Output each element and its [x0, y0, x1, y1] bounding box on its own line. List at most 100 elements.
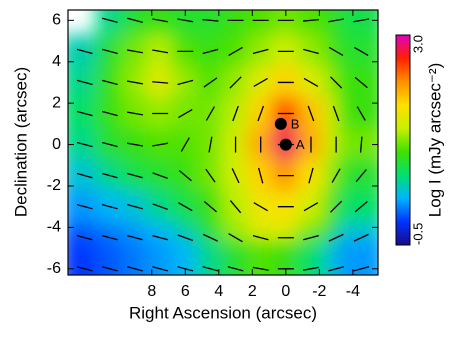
polarization-vector [359, 136, 363, 153]
polarization-vector [127, 172, 143, 179]
polarization-vector [258, 167, 264, 184]
x-tick-label: 6 [181, 283, 190, 300]
y-tick-label: -2 [47, 177, 61, 194]
polarization-vector [353, 18, 370, 23]
polarization-vector [202, 48, 219, 55]
polarization-vector [328, 233, 344, 242]
polarization-vector [257, 105, 265, 122]
polarization-vector [203, 77, 218, 88]
polarization-vector [178, 169, 192, 182]
polarization-vector [127, 80, 144, 85]
source-marker [274, 117, 287, 130]
polarization-vector [76, 172, 93, 179]
polarization-vector [228, 233, 243, 243]
source-label: B [291, 116, 300, 131]
y-tick-label: 4 [52, 53, 61, 70]
overlay: 8 6 4 2 0 -2 -4 6 4 2 0 -2 -4 -6 AB -0.5 3.0 [47, 9, 425, 300]
polarization-vector [231, 168, 240, 184]
y-tick-label: -4 [47, 219, 61, 236]
polarization-vector [101, 48, 118, 55]
source-marker [279, 138, 292, 151]
polarization-vector [101, 235, 118, 241]
polarization-vector [203, 201, 217, 213]
colorbar-tick-label: -0.5 [410, 223, 425, 245]
x-tick-label: 2 [248, 283, 257, 300]
polarization-vector [353, 46, 369, 56]
polarization-vector [127, 203, 143, 210]
polarization-vector [355, 169, 367, 183]
polarization-vector [76, 110, 93, 117]
polarization-vector [228, 46, 243, 56]
polarization-vector [76, 79, 93, 86]
polarization-vector [177, 18, 194, 23]
polarization-vector [101, 17, 118, 24]
polarization-vector [101, 203, 118, 210]
x-tick-label: -4 [346, 283, 360, 300]
polarization-vector [127, 142, 144, 147]
polarization-vector [101, 110, 118, 117]
polarization-vector [303, 48, 319, 55]
polarization-vector [354, 76, 368, 89]
heat-cell [337, 34, 378, 68]
polarization-vector [205, 168, 216, 183]
x-tick-label: 8 [147, 283, 156, 300]
heat-cell [337, 159, 378, 193]
polarization-vector [152, 203, 168, 211]
polarization-vector [101, 141, 118, 148]
x-axis-title: Right Ascension (arcsec) [129, 303, 317, 322]
heat-cell [337, 96, 378, 131]
polarization-vector [101, 79, 118, 86]
polarization-vector [202, 266, 219, 272]
polarization-vector [152, 266, 169, 272]
polarization-vector [202, 233, 218, 242]
polarization-vector [328, 266, 345, 272]
polarization-vector [178, 202, 193, 212]
polarization-vector [152, 172, 168, 179]
vectors [76, 17, 370, 272]
polarization-vector [308, 167, 314, 184]
y-tick-label: 0 [52, 136, 61, 153]
polarization-vector [353, 266, 370, 272]
polarization-vector [332, 105, 340, 122]
polarization-vector [127, 17, 143, 24]
polarization-vector [178, 108, 193, 119]
polarization-vector [76, 266, 93, 272]
polarization-vector [127, 266, 143, 272]
source-label: A [296, 137, 305, 152]
y-axis-title: Declination (arcsec) [11, 67, 30, 217]
polarization-vector [208, 136, 213, 153]
polarization-vector [307, 105, 315, 122]
x-tick-label: 4 [214, 283, 223, 300]
polarization-vector [180, 137, 190, 152]
polarization-vector [202, 19, 219, 22]
polarization-vector [205, 106, 215, 121]
plot-frame [67, 9, 379, 276]
polarization-vector [177, 266, 194, 272]
polarization-vector [303, 202, 319, 212]
polarization-vector [76, 141, 93, 148]
polarization-vector [76, 203, 93, 210]
polarization-vector [229, 200, 242, 214]
polarization-vector [303, 77, 319, 88]
polarization-vector [253, 202, 268, 212]
polarization-vector [329, 76, 343, 89]
polarization-vector [252, 266, 269, 271]
polarization-vector [232, 105, 239, 122]
x-tick-label: -2 [312, 283, 326, 300]
colorbar [395, 34, 411, 246]
x-tick-label: 0 [281, 283, 290, 300]
polarization-vector [101, 266, 118, 272]
colorbar-title: Log I (mJy arcsec⁻²) [425, 63, 444, 217]
polarization-vector [152, 142, 169, 147]
polarization-vector [227, 266, 244, 272]
polarization-vector [253, 77, 268, 88]
polarization-vector [303, 235, 319, 241]
polarization-vector [354, 201, 368, 213]
polarization-vector [302, 19, 319, 22]
y-tick-label: 6 [52, 12, 61, 29]
polarization-vector [127, 235, 143, 241]
polarization-vector [101, 172, 118, 179]
polarization-vector [252, 235, 269, 241]
